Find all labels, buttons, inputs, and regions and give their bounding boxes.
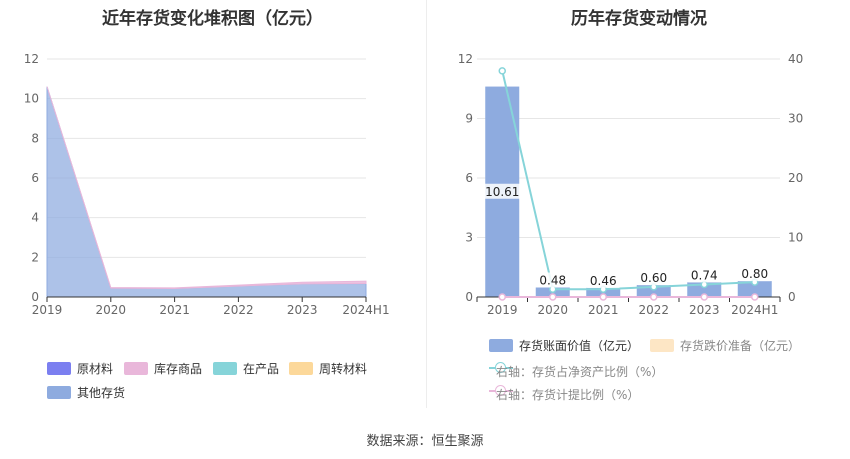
line-point — [498, 67, 506, 75]
left-y-tick-label: 6 — [31, 171, 39, 185]
legend-item[interactable]: 存货跌价准备（亿元） — [650, 337, 800, 354]
left-y-tick-label: 4 — [31, 211, 39, 225]
data-source-note: 数据来源：恒生聚源 — [366, 434, 484, 449]
right-y2-tick-label: 40 — [788, 52, 803, 66]
bar-2022 — [636, 285, 671, 297]
right-y-tick-label: 12 — [458, 52, 473, 66]
legend-label: 库存商品 — [154, 362, 203, 376]
chart-divider — [426, 0, 427, 408]
line-point — [700, 293, 708, 301]
legend-item[interactable]: 周转材料 — [289, 360, 367, 377]
bar-label-bg — [535, 272, 570, 288]
left-x-tick-label: 2023 — [287, 303, 318, 317]
legend-label: 存货跌价准备（亿元） — [680, 339, 801, 353]
line-point — [599, 293, 607, 301]
bar-label-bg — [586, 272, 621, 288]
bar-data-label: 0.48 — [539, 273, 566, 287]
right-y2-tick-label: 10 — [788, 231, 803, 245]
line-point — [700, 280, 708, 289]
left-y-tick-label: 8 — [31, 131, 39, 145]
right-y2-tick-label: 20 — [788, 171, 803, 185]
left-x-tick-label: 2020 — [96, 303, 127, 317]
bar-data-label: 0.46 — [590, 274, 617, 288]
right-x-tick-label: 2023 — [689, 303, 720, 317]
legend-item[interactable]: 在产品 — [213, 360, 279, 377]
bar-data-label: 0.80 — [741, 267, 768, 281]
left-x-tick-label: 2024H1 — [342, 303, 389, 317]
legend-item[interactable]: 右轴：存货占净资产比例（%） — [489, 361, 663, 379]
right-chart-title: 历年存货变动情况 — [571, 9, 707, 29]
legend-line-swatch: 右轴：存货占净资产比例（%） — [489, 361, 663, 379]
line-point — [650, 293, 658, 301]
bar-label-bg — [636, 270, 671, 286]
area-其他存货 — [46, 86, 367, 298]
legend-swatch — [650, 339, 674, 352]
area-库存商品 — [46, 86, 367, 290]
line-point — [751, 293, 759, 301]
left-y-tick-label: 12 — [24, 52, 39, 66]
left-x-tick-label: 2021 — [159, 303, 190, 317]
left-y-tick-label: 10 — [24, 92, 39, 106]
left-x-tick-label: 2022 — [223, 303, 254, 317]
legend-item[interactable]: 存货账面价值（亿元） — [489, 337, 639, 354]
right-y-tick-label: 9 — [465, 112, 473, 126]
legend-label: 存货账面价值（亿元） — [519, 339, 640, 353]
bar-data-label: 10.61 — [485, 185, 519, 199]
right-x-tick-label: 2019 — [487, 303, 518, 317]
legend-label: 原材料 — [77, 362, 114, 376]
bar-label-bg — [687, 267, 722, 283]
bar-data-label: 0.60 — [640, 271, 667, 285]
legend-label: 在产品 — [243, 362, 280, 376]
right-y-tick-label: 3 — [465, 231, 473, 245]
right-y2-tick-label: 0 — [788, 290, 796, 304]
bar-2024H1 — [737, 281, 772, 297]
right-y-tick-label: 0 — [465, 290, 473, 304]
line-point — [498, 293, 506, 301]
legend-line-swatch: 右轴：存货计提比例（%） — [489, 384, 639, 402]
legend-swatch — [47, 386, 71, 399]
bar-2023 — [687, 282, 722, 297]
right-y-tick-label: 6 — [465, 171, 473, 185]
legend-item[interactable]: 其他存货 — [47, 384, 125, 401]
legend-label: 其他存货 — [77, 386, 126, 400]
left-y-tick-label: 2 — [31, 250, 39, 264]
left-y-tick-label: 0 — [31, 290, 39, 304]
legend-swatch — [124, 362, 148, 375]
left-x-tick-label: 2019 — [32, 303, 63, 317]
right-x-tick-label: 2022 — [638, 303, 669, 317]
legend-label: 周转材料 — [319, 362, 368, 376]
legend-item[interactable]: 库存商品 — [124, 360, 202, 377]
right-x-tick-label: 2020 — [537, 303, 568, 317]
legend-item[interactable]: 右轴：存货计提比例（%） — [489, 384, 639, 402]
right-x-tick-label: 2021 — [588, 303, 619, 317]
line-point — [549, 293, 557, 301]
bar-label-bg — [737, 266, 772, 282]
bar-label-bg — [481, 183, 524, 199]
bar-data-label: 0.74 — [691, 268, 718, 282]
legend-swatch — [289, 362, 313, 375]
legend-item[interactable]: 原材料 — [47, 360, 113, 377]
legend-swatch — [47, 362, 71, 375]
left-chart-title: 近年存货变化堆积图（亿元） — [102, 9, 323, 29]
right-x-tick-label: 2024H1 — [731, 303, 778, 317]
line-右轴：存货占净资产比例（%） — [501, 70, 755, 291]
legend-swatch — [213, 362, 237, 375]
right-y2-tick-label: 30 — [788, 112, 803, 126]
legend-swatch — [489, 339, 513, 352]
